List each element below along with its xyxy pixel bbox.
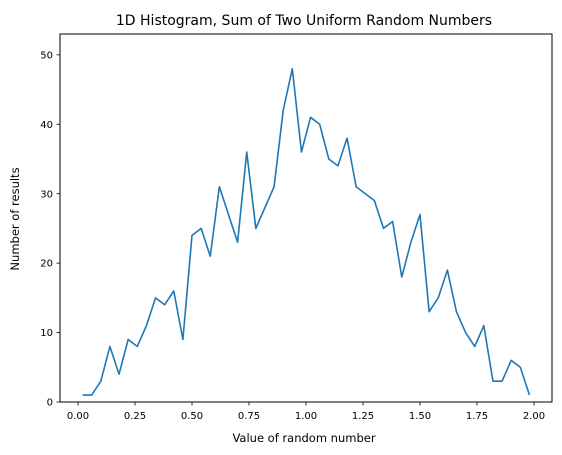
x-tick-label: 1.25 (352, 411, 374, 422)
y-tick-label: 0 (47, 398, 53, 409)
x-tick-label: 0.75 (238, 411, 260, 422)
x-tick-label: 0.50 (181, 411, 203, 422)
y-tick-label: 50 (40, 50, 53, 61)
y-axis-ticks: 0 10 20 30 40 50 (40, 50, 60, 409)
x-tick-label: 0.00 (67, 411, 89, 422)
y-tick-label: 20 (40, 259, 53, 270)
x-tick-label: 0.25 (124, 411, 146, 422)
x-tick-label: 1.00 (295, 411, 317, 422)
x-tick-label: 1.75 (466, 411, 488, 422)
chart-title: 1D Histogram, Sum of Two Uniform Random … (116, 13, 492, 29)
data-series-line (82, 67, 531, 396)
plot-frame (59, 33, 553, 403)
x-tick-label: 1.50 (409, 411, 431, 422)
y-tick-label: 10 (40, 328, 53, 339)
y-axis-label: Number of results (8, 167, 22, 270)
x-axis-label: Value of random number (232, 431, 375, 445)
x-tick-label: 2.00 (523, 411, 545, 422)
y-tick-label: 40 (40, 120, 53, 131)
y-tick-label: 30 (40, 189, 53, 200)
x-axis-ticks: 0.00 0.25 0.50 0.75 1.00 1.25 1.50 1.75 2.00 (67, 402, 545, 422)
